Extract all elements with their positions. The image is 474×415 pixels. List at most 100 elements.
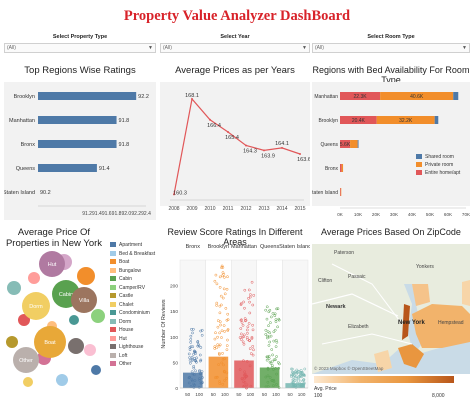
review-point <box>238 336 242 339</box>
legend-item[interactable]: Hut <box>110 335 127 342</box>
bubble-label: Other <box>19 358 33 364</box>
room-type-filter[interactable]: Select Room Type (All) ▼ <box>312 33 470 55</box>
review-point <box>217 344 221 348</box>
review-point <box>224 306 228 310</box>
x-tick-label: 2013 <box>258 206 269 212</box>
property-type-dropdown[interactable]: (All) ▼ <box>4 43 156 53</box>
review-point <box>218 320 222 324</box>
legend-item[interactable]: Bungalow <box>110 267 141 274</box>
legend-swatch <box>110 335 116 341</box>
review-point <box>189 361 192 365</box>
legend-item[interactable]: House <box>110 327 133 333</box>
review-point <box>251 323 254 327</box>
stacked-bar-segment <box>357 140 359 148</box>
x-tick-label: 50 <box>236 392 242 397</box>
zipcode-map[interactable]: Paterson Yonkers Clifton Passaic Newark … <box>312 244 470 402</box>
legend-item[interactable]: Camper/RV <box>110 284 145 291</box>
review-point <box>274 318 278 321</box>
review-point <box>221 351 224 355</box>
zipcode-panel: Average Prices Based On ZipCode <box>312 226 470 244</box>
panel-title: Review Score Ratings In Different Areas <box>167 227 303 247</box>
legend-item[interactable]: Private room <box>416 162 453 168</box>
category-label: Staten Island <box>312 190 338 196</box>
review-point <box>220 329 224 333</box>
review-point <box>293 370 297 374</box>
data-label: 165.4 <box>225 135 239 141</box>
filter-value: (All) <box>163 45 172 51</box>
legend-item[interactable]: Castle <box>110 293 133 299</box>
review-point <box>272 339 276 343</box>
review-point <box>188 356 191 359</box>
review-point <box>302 381 306 384</box>
review-point <box>274 366 277 370</box>
area-column <box>282 259 309 389</box>
filter-label: Select Property Type <box>52 34 108 40</box>
review-point <box>291 367 294 371</box>
legend-item[interactable]: Dorm <box>110 318 131 325</box>
legend-swatch <box>110 344 116 349</box>
legend-item[interactable]: Apartment <box>110 242 142 248</box>
review-point <box>219 323 222 327</box>
review-point <box>200 328 204 332</box>
chevron-down-icon[interactable]: ▼ <box>148 45 153 51</box>
legend-item[interactable]: Loft <box>110 352 127 359</box>
stacked-bar-segment <box>340 140 351 148</box>
panel-title: Average Prices Based On ZipCode <box>321 227 461 237</box>
legend-item[interactable]: Bed & Breakfast <box>110 250 155 257</box>
review-point <box>239 302 243 306</box>
legend-label: House <box>119 327 134 333</box>
review-point <box>247 288 251 292</box>
review-point <box>222 287 226 291</box>
review-point <box>239 318 243 322</box>
data-label: 164.1 <box>275 141 289 147</box>
legend-item[interactable]: Other <box>110 361 132 367</box>
legend-item[interactable]: Chalet <box>110 301 133 308</box>
review-point <box>193 357 196 360</box>
review-point <box>247 322 251 325</box>
data-label: 168.1 <box>185 93 199 99</box>
review-point <box>226 275 229 279</box>
legend-item[interactable]: Lighthouse <box>110 344 143 350</box>
property-type-filter[interactable]: Select Property Type (All) ▼ <box>4 33 156 55</box>
chevron-down-icon[interactable]: ▼ <box>302 45 307 51</box>
bubble <box>91 365 101 375</box>
x-tick-label: 0K <box>337 212 344 217</box>
review-point <box>277 317 281 321</box>
legend-item[interactable]: Condominium <box>110 310 150 316</box>
legend-item[interactable]: Boat <box>110 259 129 265</box>
review-point <box>247 296 250 300</box>
review-point <box>272 380 276 383</box>
review-point <box>276 361 280 364</box>
review-point <box>189 340 193 344</box>
bubble-label: Boat <box>44 340 56 346</box>
prices-panel: Average Prices as per Years 160.3 168.1 16… <box>160 62 310 222</box>
year-filter[interactable]: Select Year (All) ▼ <box>160 33 310 55</box>
legend-item[interactable]: Entire home/apt <box>416 170 460 176</box>
year-dropdown[interactable]: (All) ▼ <box>160 43 310 53</box>
x-tick-label: 91.2 <box>82 211 92 217</box>
legend-max: 8,000 <box>432 393 445 399</box>
data-label: 22.3K <box>354 94 368 100</box>
map-label: Hempstead <box>438 320 464 326</box>
x-tick-label: 92.4 <box>141 211 151 217</box>
review-point <box>193 358 197 362</box>
legend-swatch <box>110 352 116 358</box>
review-point <box>252 294 256 297</box>
review-point <box>245 328 249 332</box>
legend-label: Apartment <box>119 242 143 248</box>
review-point <box>215 301 219 305</box>
review-point <box>266 334 270 338</box>
x-tick-label: 100 <box>195 392 203 397</box>
chevron-down-icon[interactable]: ▼ <box>462 45 467 51</box>
x-tick-label: 100 <box>298 392 306 397</box>
review-point <box>218 285 222 289</box>
review-point <box>266 355 270 359</box>
review-point <box>244 375 248 378</box>
bed-availability-chart: Manhattan 22.3K 40.6K Brooklyn 20.4K 32.2K Que… <box>312 92 470 217</box>
bubble <box>13 347 39 373</box>
review-point <box>266 367 270 371</box>
legend-item[interactable]: Cabin <box>110 276 132 282</box>
panel-background <box>4 82 156 220</box>
legend-item[interactable]: Shared room <box>416 154 454 160</box>
room-type-dropdown[interactable]: (All) ▼ <box>312 43 470 53</box>
